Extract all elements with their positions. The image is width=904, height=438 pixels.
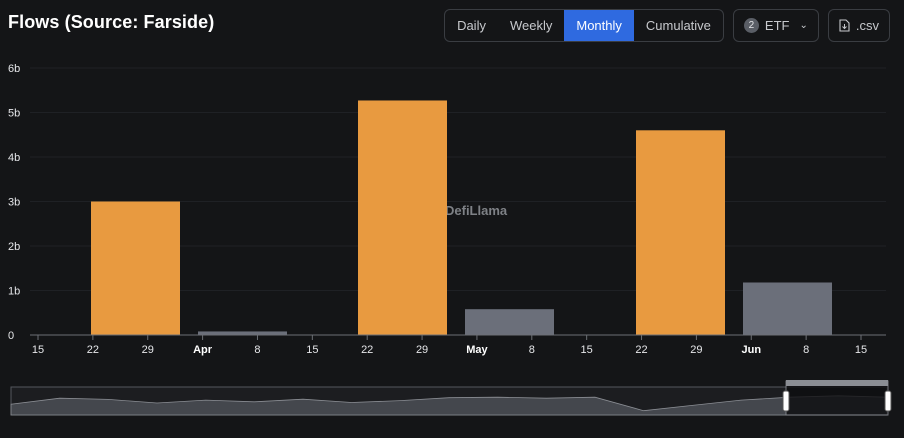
tab-monthly[interactable]: Monthly	[564, 10, 634, 41]
y-tick-label: 5b	[8, 108, 20, 120]
csv-label: .csv	[855, 18, 879, 33]
toolbar: Daily Weekly Monthly Cumulative 2 ETF ⌄ …	[444, 9, 890, 42]
etf-filter-button[interactable]: 2 ETF ⌄	[732, 9, 819, 42]
y-tick-label: 3b	[8, 197, 20, 209]
x-tick-label: 22	[87, 344, 99, 356]
brush-drag-bar[interactable]	[786, 380, 888, 386]
x-axis: 15 22 29 Apr 8 15 22 29 May 8 15 22 29 Jun 8 15	[32, 335, 867, 356]
x-tick-label: 29	[416, 344, 428, 356]
y-tick-label: 1b	[8, 286, 20, 298]
etf-filter-label: ETF	[764, 18, 790, 33]
watermark: DefiLlama	[445, 203, 508, 218]
bar-may-a[interactable]	[636, 130, 725, 335]
bars	[91, 100, 832, 335]
x-tick-label: 15	[581, 344, 593, 356]
x-tick-label: 8	[803, 344, 809, 356]
x-tick-label: 29	[690, 344, 702, 356]
bar-apr-a[interactable]	[358, 100, 447, 335]
x-tick-label: 8	[529, 344, 535, 356]
range-brush[interactable]	[10, 380, 892, 416]
file-icon	[839, 19, 850, 32]
x-tick-label: May	[466, 344, 488, 356]
chevron-down-icon: ⌄	[799, 20, 808, 31]
x-tick-label: 22	[635, 344, 647, 356]
x-tick-label: Jun	[741, 344, 761, 356]
tab-cumulative[interactable]: Cumulative	[645, 18, 711, 33]
x-tick-label: 15	[306, 344, 318, 356]
x-tick-label: 15	[855, 344, 867, 356]
y-axis: 0 1b 2b 3b 4b 5b 6b	[8, 63, 20, 342]
bar-mar-b[interactable]	[198, 331, 287, 335]
etf-count-badge: 2	[743, 18, 759, 33]
y-tick-label: 2b	[8, 241, 20, 253]
x-tick-label: 15	[32, 344, 44, 356]
y-tick-label: 6b	[8, 63, 20, 75]
y-tick-label: 4b	[8, 152, 20, 164]
bar-apr-b[interactable]	[465, 309, 554, 335]
x-tick-label: 8	[254, 344, 260, 356]
bar-mar-a[interactable]	[91, 201, 180, 336]
brush-handle-left[interactable]	[782, 390, 790, 412]
brush-handle-right[interactable]	[884, 390, 892, 412]
tab-weekly[interactable]: Weekly	[509, 18, 553, 33]
brush-window[interactable]	[785, 380, 889, 416]
interval-tabs: Daily Weekly Monthly Cumulative	[444, 9, 724, 42]
x-tick-label: 22	[361, 344, 373, 356]
download-csv-button[interactable]: .csv	[827, 9, 890, 42]
page-title: Flows (Source: Farside)	[8, 12, 215, 32]
bar-may-b[interactable]	[743, 282, 832, 335]
tab-daily[interactable]: Daily	[457, 18, 486, 33]
y-tick-label: 0	[8, 330, 14, 342]
x-tick-label: 29	[142, 344, 154, 356]
x-tick-label: Apr	[193, 344, 213, 356]
